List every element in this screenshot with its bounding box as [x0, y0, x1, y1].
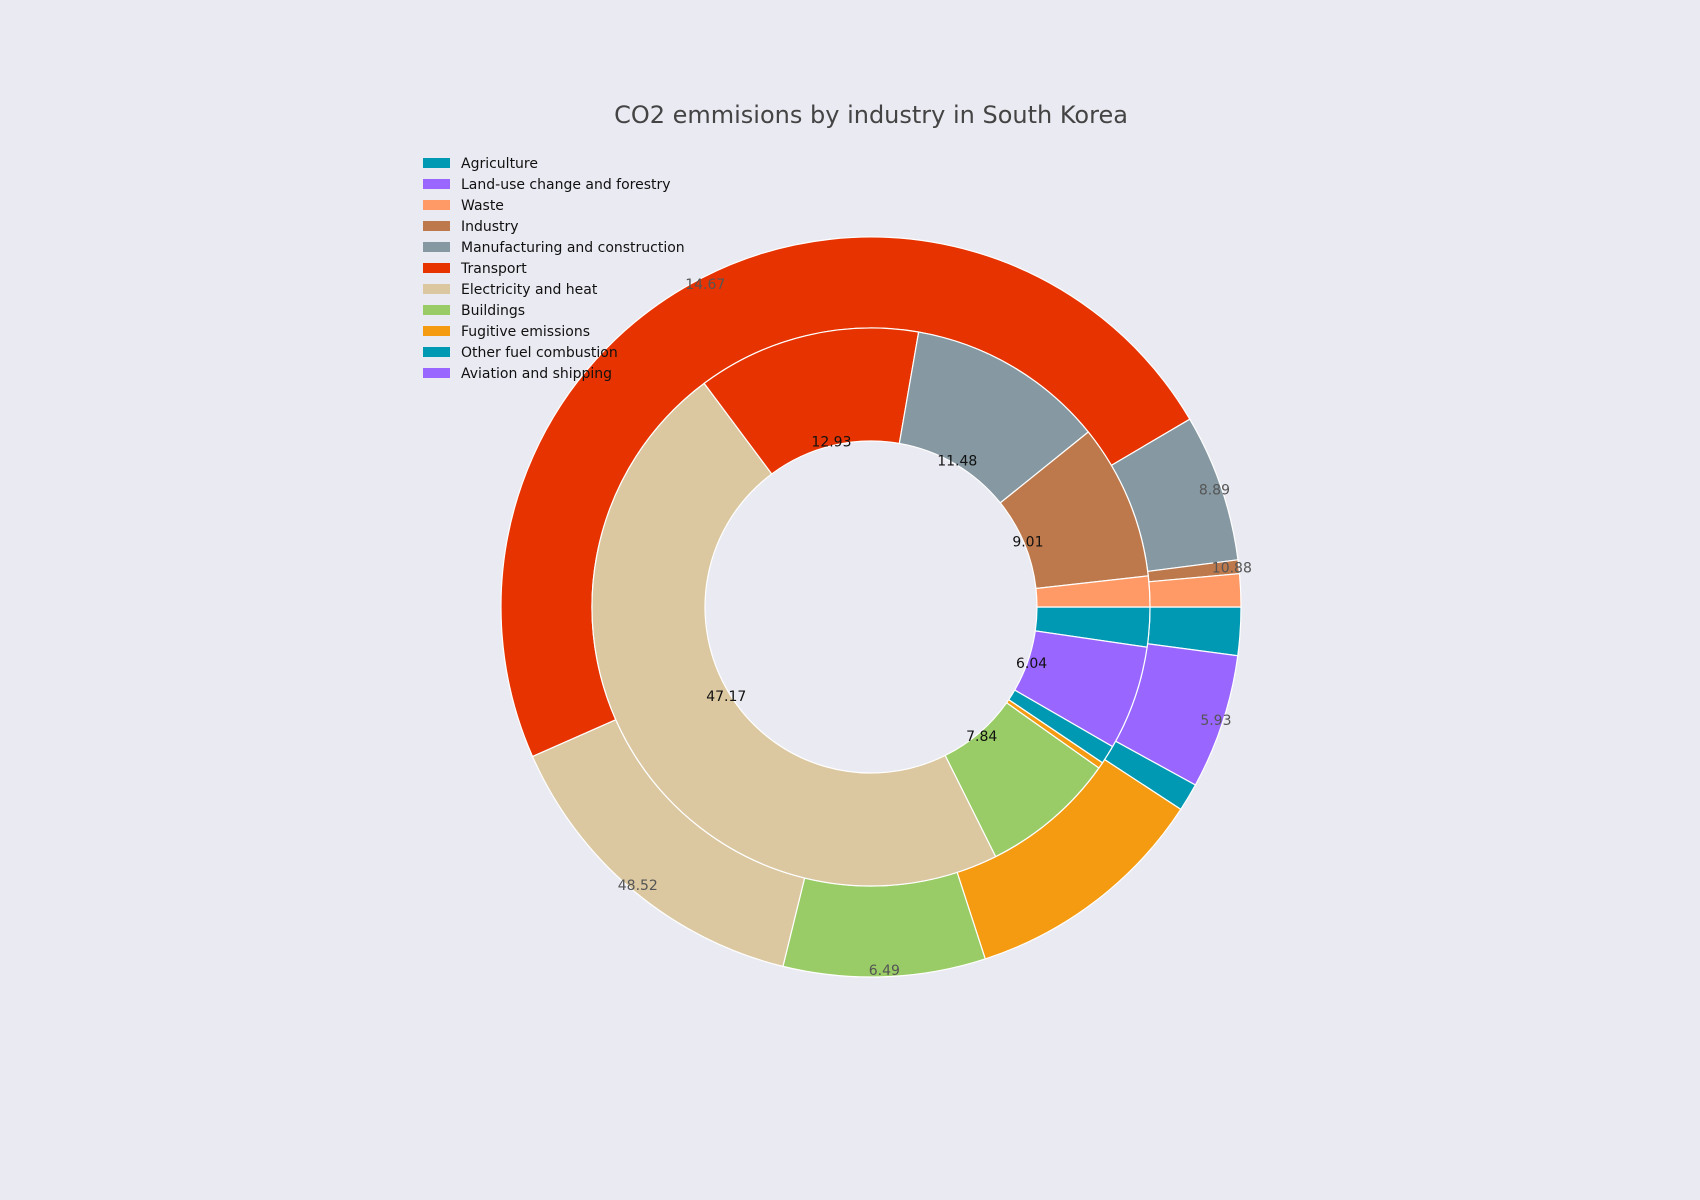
outer-label-manufacturing-and-construction: 8.89 — [1199, 482, 1230, 498]
legend-label-industry: Industry — [461, 219, 519, 235]
legend-label-waste: Waste — [461, 198, 504, 214]
outer-label-electricity-and-heat: 48.52 — [618, 878, 658, 894]
legend-swatch-manufacturing-and-construction — [423, 242, 450, 252]
legend-swatch-aviation-and-shipping — [423, 368, 450, 378]
legend-swatch-other-fuel-combustion — [423, 347, 450, 357]
legend-label-aviation-and-shipping: Aviation and shipping — [461, 366, 612, 382]
legend-swatch-electricity-and-heat — [423, 284, 450, 294]
legend-swatch-transport — [423, 263, 450, 273]
legend-label-agriculture: Agriculture — [461, 156, 538, 172]
inner-label-electricity-and-heat: 47.17 — [706, 689, 746, 705]
legend-swatch-fugitive-emissions — [423, 326, 450, 336]
legend-label-transport: Transport — [460, 261, 527, 277]
inner-slice-electricity-and-heat — [591, 382, 997, 887]
legend-label-land-use-change-and-forestry: Land-use change and forestry — [461, 177, 671, 193]
value-labels: 5.93 6.49 48.52 14.67 8.89 10.88 6.04 7.84 47.17… — [618, 277, 1252, 979]
outer-label-transport: 14.67 — [685, 277, 725, 293]
legend-swatch-waste — [423, 200, 450, 210]
outer-label-buildings: 6.49 — [869, 963, 900, 979]
legend-swatch-land-use-change-and-forestry — [423, 179, 450, 189]
inner-label-buildings: 7.84 — [966, 729, 997, 745]
legend-label-manufacturing-and-construction: Manufacturing and construction — [461, 240, 685, 256]
legend-label-electricity-and-heat: Electricity and heat — [461, 282, 598, 298]
legend-swatch-buildings — [423, 305, 450, 315]
legend-swatch-industry — [423, 221, 450, 231]
chart-title: CO2 emmisions by industry in South Korea — [614, 101, 1128, 129]
inner-ring — [591, 327, 1151, 887]
outer-label-aviation-and-shipping: 5.93 — [1200, 713, 1231, 729]
legend-label-buildings: Buildings — [461, 303, 525, 319]
legend-label-other-fuel-combustion: Other fuel combustion — [461, 345, 618, 361]
legend-label-fugitive-emissions: Fugitive emissions — [461, 324, 590, 340]
outer-slice-buildings — [782, 871, 987, 978]
inner-label-industry: 9.01 — [1012, 535, 1043, 551]
inner-label-manufacturing-and-construction: 11.48 — [937, 454, 977, 470]
inner-label-transport: 12.93 — [811, 435, 851, 451]
legend-swatch-agriculture — [423, 158, 450, 168]
legend: Agriculture Land-use change and forestry W… — [423, 156, 685, 382]
outer-label-industry: 10.88 — [1212, 560, 1252, 576]
inner-label-land-use-change-and-forestry: 6.04 — [1016, 656, 1047, 672]
inner-slice-waste — [1035, 575, 1151, 608]
